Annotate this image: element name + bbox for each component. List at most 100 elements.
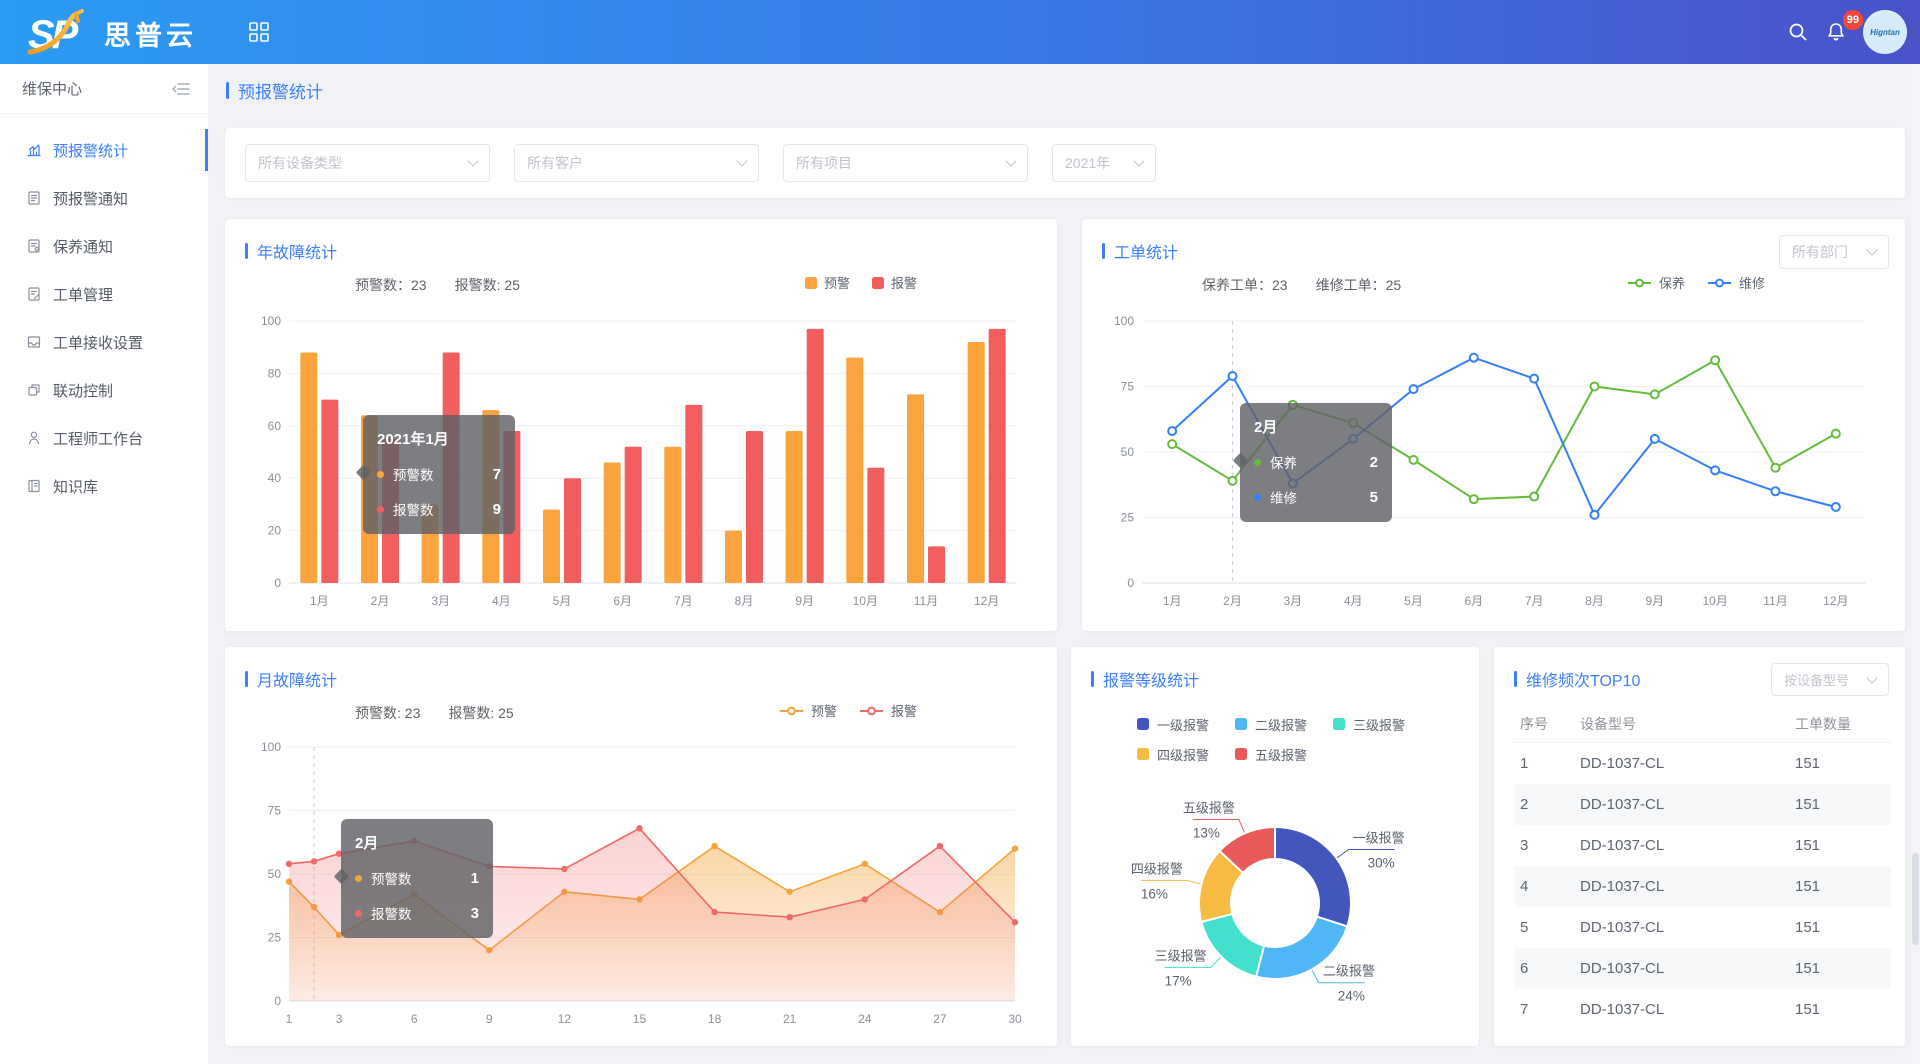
device-type-select[interactable]: 所有设备类型 — [245, 144, 490, 182]
legend-item-四级报警[interactable]: 四级报警 — [1137, 745, 1209, 764]
search-icon[interactable] — [1787, 21, 1809, 43]
legend-item-报警[interactable]: 报警 — [859, 701, 917, 720]
doc-edit-icon — [26, 286, 42, 302]
work-order-legend: 保养 维修 — [1627, 273, 1765, 292]
bell-icon[interactable] — [1825, 21, 1847, 43]
svg-text:16%: 16% — [1141, 886, 1168, 901]
svg-text:1月: 1月 — [310, 594, 329, 608]
customer-select[interactable]: 所有客户 — [514, 144, 759, 182]
monthly-fault-stats: 预警数: 23 报警数: 25 — [355, 703, 514, 723]
tooltip-series-dot — [377, 505, 384, 513]
svg-text:一级报警: 一级报警 — [1353, 831, 1405, 846]
department-select[interactable]: 所有部门 — [1779, 235, 1889, 269]
project-select[interactable]: 所有项目 — [783, 144, 1028, 182]
table-cell: 1 — [1520, 755, 1529, 772]
chart-tooltip: 2月 预警数 1 报警数 3 — [333, 819, 493, 938]
svg-text:50: 50 — [268, 867, 282, 881]
table-cell: 151 — [1795, 878, 1821, 895]
sidebar-item-3[interactable]: 保养通知 — [0, 222, 208, 270]
legend-label: 三级报警 — [1353, 717, 1406, 733]
bar-chart-icon — [26, 142, 42, 158]
work-order-card: 工单统计 所有部门 保养工单：23 维修工单：25 保养 维修 0 25 50 75 100… — [1082, 219, 1905, 631]
tooltip-series-name: 预警数 — [393, 468, 434, 483]
sidebar-item-8[interactable]: 知识库 — [0, 462, 208, 510]
donut-slice-五级报警[interactable] — [1218, 825, 1276, 875]
table-row: 5 DD-1037-CL 151 — [1514, 907, 1891, 948]
legend-item-五级报警[interactable]: 五级报警 — [1235, 745, 1307, 764]
sidebar-menu: 预报警统计预报警通知 保养通知 工单管理工单接收设置联动控制 工程师工作台 知识库 — [0, 114, 208, 510]
legend-item-预警[interactable]: 预警 — [804, 273, 850, 292]
apps-grid-icon[interactable] — [248, 21, 270, 43]
chart-tooltip: 2021年1月 预警数 7 报警数 9 — [355, 415, 515, 534]
svg-text:4月: 4月 — [492, 594, 511, 608]
svg-text:7月: 7月 — [1525, 594, 1544, 608]
yearly-fault-bar-chart: 0 20 40 60 80 100 1月 2月 3月 4月 5月 6月 7月 8月 9月 10月 11月 12月 — [245, 307, 1037, 613]
alarm-level-title: 报警等级统计 — [1091, 667, 1199, 691]
alarm-level-donut-chart: 一级报警 30% 二级报警 24% 三级报警 17% 四级报警 16% 五级报警 13% — [1091, 765, 1459, 1035]
svg-text:50: 50 — [1121, 445, 1135, 459]
sidebar: 维保中心 预报警统计 预报警通知 保养通知 工单管理 工单接收设置 联动控制 工程师工作台知… — [0, 64, 208, 1064]
monthly-fault-title: 月故障统计 — [245, 667, 337, 691]
sidebar-item-label: 工单接收设置 — [53, 334, 144, 352]
table-cell: 5 — [1520, 919, 1529, 936]
svg-text:5月: 5月 — [1404, 594, 1423, 608]
menu-fold-icon[interactable] — [172, 82, 190, 96]
table-header: 序号 设备型号 工单数量 — [1514, 705, 1891, 743]
legend-label: 预警 — [810, 704, 837, 719]
sidebar-item-7[interactable]: 工程师工作台 — [0, 414, 208, 462]
donut-slice-一级报警[interactable] — [1274, 825, 1352, 928]
table-cell: 151 — [1795, 960, 1821, 977]
sidebar-item-4[interactable]: 工单管理 — [0, 270, 208, 318]
legend-item-三级报警[interactable]: 三级报警 — [1333, 715, 1405, 734]
svg-text:3月: 3月 — [431, 594, 450, 608]
svg-text:11月: 11月 — [1763, 594, 1787, 608]
table-cell: 151 — [1795, 919, 1821, 936]
work-order-line-chart: 0 25 50 75 100 1月 2月 3月 4月 5月 6月 7月 8月 9月 10月 11月 12月 — [1098, 307, 1890, 613]
legend-item-二级报警[interactable]: 二级报警 — [1235, 715, 1307, 734]
table-row: 3 DD-1037-CL 151 — [1514, 825, 1891, 866]
legend-marker — [804, 276, 817, 289]
alarm-level-legend: 一级报警 二级报警 三级报警四级报警 五级报警 — [1137, 709, 1405, 769]
svg-text:9: 9 — [486, 1012, 493, 1026]
page-scrollbar — [1911, 64, 1920, 1064]
legend-item-保养[interactable]: 保养 — [1627, 273, 1685, 292]
svg-text:25: 25 — [1121, 511, 1135, 525]
year-select[interactable]: 2021年 — [1052, 144, 1156, 182]
sidebar-item-2[interactable]: 预报警通知 — [0, 174, 208, 222]
legend-item-预警[interactable]: 预警 — [779, 701, 837, 720]
tooltip-series-value: 3 — [470, 904, 479, 922]
legend-item-报警[interactable]: 报警 — [871, 273, 917, 292]
device-model-select[interactable]: 按设备型号 — [1771, 663, 1889, 696]
notification-badge: 99 — [1842, 10, 1863, 30]
table-row: 2 DD-1037-CL 151 — [1514, 784, 1891, 825]
tooltip-series-name: 预警数 — [371, 872, 412, 887]
svg-text:100: 100 — [261, 314, 281, 328]
svg-text:21: 21 — [783, 1012, 797, 1026]
avatar[interactable]: Higntan — [1863, 10, 1907, 54]
sidebar-item-6[interactable]: 联动控制 — [0, 366, 208, 414]
tooltip-series-dot — [355, 909, 362, 917]
tooltip-series-name: 报警数 — [371, 907, 412, 922]
app-header: SP 思普云 99 Higntan — [0, 0, 1920, 64]
page-title: 预报警统计 — [226, 78, 323, 103]
yearly-fault-legend: 预警 报警 — [804, 273, 917, 292]
svg-text:7月: 7月 — [674, 594, 693, 608]
svg-text:8月: 8月 — [1585, 594, 1604, 608]
table-cell: 151 — [1795, 1001, 1821, 1018]
legend-marker — [859, 706, 884, 716]
legend-item-维修[interactable]: 维修 — [1707, 273, 1765, 292]
brand-logo[interactable]: SP — [26, 8, 96, 57]
tooltip-row: 保养 2 — [1254, 452, 1378, 472]
sidebar-item-1[interactable]: 预报警统计 — [0, 126, 208, 174]
tooltip-series-value: 5 — [1369, 488, 1378, 506]
svg-text:18: 18 — [708, 1012, 722, 1026]
sidebar-item-label: 预报警统计 — [53, 142, 129, 160]
page-scrollbar-thumb[interactable] — [1912, 853, 1919, 945]
brand-name: 思普云 — [104, 21, 197, 52]
table-cell: 6 — [1520, 960, 1529, 977]
sidebar-item-5[interactable]: 工单接收设置 — [0, 318, 208, 366]
legend-item-一级报警[interactable]: 一级报警 — [1137, 715, 1209, 734]
monthly-fault-card: 月故障统计 预警数: 23 报警数: 25 预警 报警 0 25 50 75 100 1 3 6 9… — [225, 647, 1057, 1046]
svg-text:10月: 10月 — [853, 594, 878, 608]
table-row: 6 DD-1037-CL 151 — [1514, 948, 1891, 989]
